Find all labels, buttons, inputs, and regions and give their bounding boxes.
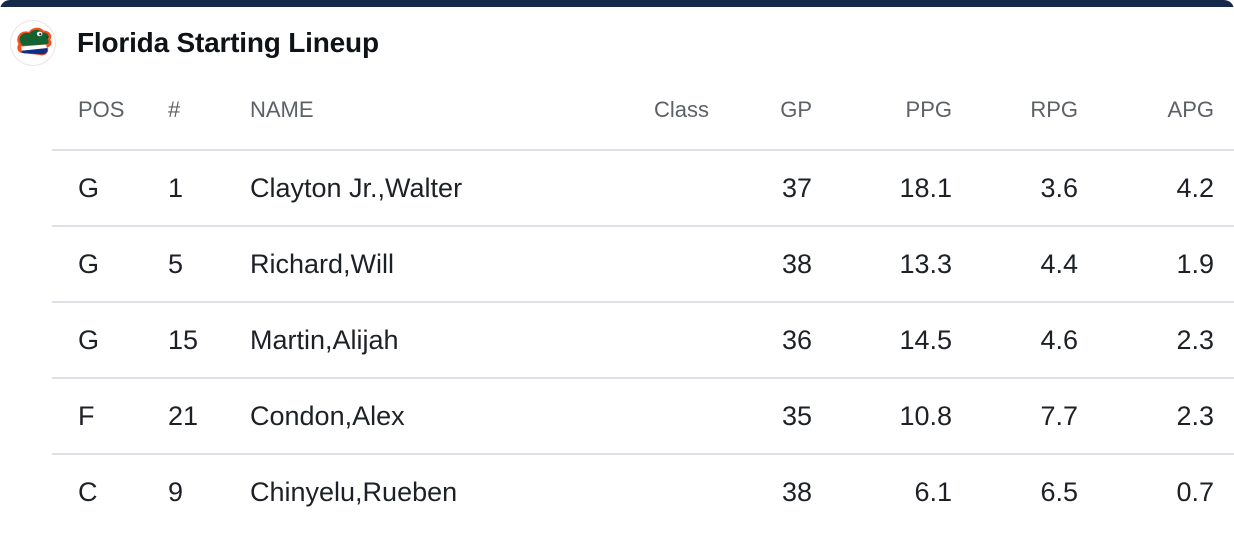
player-row: G 15 Martin,Alijah 36 14.5 4.6 2.3 [52,302,1234,378]
column-header-class: Class [653,96,709,122]
player-apg: 2.3 [1176,400,1214,431]
player-ppg: 18.1 [899,172,952,203]
column-header-gp: GP [780,96,812,122]
player-position: G [78,172,100,203]
player-position: C [78,477,98,507]
player-ppg: 10.8 [899,400,952,431]
player-name: Condon,Alex [250,400,405,431]
player-row: F 21 Condon,Alex 35 10.8 7.7 2.3 [52,378,1234,454]
player-row: C 9 Chinyelu,Rueben 38 6.1 6.5 0.7 [52,454,1234,530]
team-accent-bar [0,0,1234,7]
player-name: Richard,Will [250,248,395,279]
player-rpg: 4.4 [1040,248,1078,279]
page-title: Florida Starting Lineup [77,26,379,58]
player-apg: 0.7 [1176,477,1214,507]
player-apg: 4.2 [1176,172,1214,203]
player-name: Martin,Alijah [250,324,399,355]
player-apg: 1.9 [1176,248,1214,279]
team-logo-badge [10,19,56,66]
player-number: 21 [168,400,199,431]
column-header-rpg: RPG [1030,96,1078,122]
player-gp: 38 [781,477,812,507]
florida-gators-logo-icon [17,27,52,56]
table-header-row: POS # NAME Class GP PPG RPG APG [52,70,1234,150]
player-name: Chinyelu,Rueben [250,477,458,507]
player-gp: 36 [781,324,812,355]
player-row: G 5 Richard,Will 38 13.3 4.4 1.9 [52,226,1234,302]
player-ppg: 6.1 [914,477,952,507]
column-header-ppg: PPG [905,96,952,122]
player-row: G 1 Clayton Jr.,Walter 37 18.1 3.6 4.2 [52,150,1234,226]
player-number: 9 [168,477,184,507]
player-class [624,378,709,454]
player-class [624,150,709,226]
player-gp: 38 [781,248,812,279]
player-rpg: 3.6 [1040,172,1078,203]
player-class [624,454,709,530]
player-class [624,302,709,378]
player-number: 5 [168,248,184,279]
player-ppg: 14.5 [899,324,952,355]
player-rpg: 7.7 [1040,400,1078,431]
player-apg: 2.3 [1176,324,1214,355]
column-header-apg: APG [1167,96,1214,122]
player-name: Clayton Jr.,Walter [250,172,463,203]
player-rpg: 6.5 [1040,477,1078,507]
column-header-number: # [168,96,181,122]
player-position: F [78,400,95,431]
column-header-name: NAME [250,96,314,122]
column-header-pos: POS [78,96,125,122]
player-class [624,226,709,302]
player-position: G [78,248,100,279]
player-number: 1 [168,172,184,203]
player-number: 15 [168,324,199,355]
player-ppg: 13.3 [899,248,952,279]
card-header: Florida Starting Lineup [0,7,1234,70]
starting-lineup-table: POS # NAME Class GP PPG RPG APG G 1 Clay… [52,70,1234,530]
player-rpg: 4.6 [1040,324,1078,355]
player-gp: 37 [781,172,812,203]
player-gp: 35 [781,400,812,431]
player-position: G [78,324,100,355]
